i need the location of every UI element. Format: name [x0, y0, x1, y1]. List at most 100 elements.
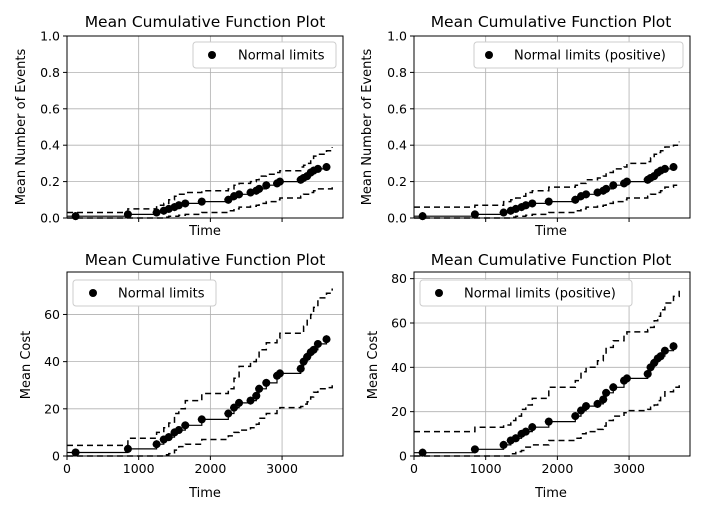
data-point [252, 391, 261, 400]
y-tick-label: 80 [391, 271, 407, 286]
plot-title: Mean Cumulative Function Plot [85, 13, 326, 31]
y-axis-label: Mean Cost [19, 331, 34, 399]
y-tick-label: 0 [399, 449, 407, 464]
data-point [528, 423, 537, 432]
legend: Normal limits [192, 41, 337, 69]
y-tick-label: 0.4 [387, 138, 407, 153]
data-point [197, 197, 206, 206]
data-point [262, 378, 271, 387]
y-tick-label: 0 [52, 449, 60, 464]
data-point [582, 402, 591, 411]
upper-bound-line [67, 147, 333, 214]
data-point [313, 164, 322, 173]
data-point [418, 212, 427, 221]
data-point [313, 339, 322, 348]
data-point [571, 195, 580, 204]
y-axis-label: Mean Number of Events [14, 48, 29, 205]
data-point [235, 398, 244, 407]
lower-bound-line [414, 183, 680, 219]
legend-marker [208, 51, 216, 59]
data-point [582, 190, 591, 199]
data-point [230, 403, 239, 412]
data-point [521, 201, 530, 210]
y-tick-label: 0.2 [387, 174, 407, 189]
upper-bound-line [67, 288, 333, 447]
data-point [499, 440, 508, 449]
data-point [181, 199, 190, 208]
y-tick-label: 0.0 [40, 211, 60, 226]
upper-bound-line [414, 289, 680, 433]
data-point [152, 440, 161, 449]
data-point [528, 199, 537, 208]
data-point [235, 190, 244, 199]
legend-marker [435, 289, 443, 297]
data-point [643, 369, 652, 378]
data-point [322, 335, 331, 344]
data-point [309, 345, 318, 354]
data-point [470, 445, 479, 454]
y-axis-label: Mean Number of Events [360, 48, 375, 205]
data-point [224, 195, 233, 204]
data-point [669, 163, 678, 172]
data-point [499, 208, 508, 217]
legend-box [72, 279, 217, 307]
data-point [123, 444, 132, 453]
y-tick-label: 0.0 [387, 211, 407, 226]
data-point [521, 427, 530, 436]
axes-frame [413, 35, 691, 219]
data-point [322, 163, 331, 172]
y-tick-label: 0.2 [40, 174, 60, 189]
data-point [544, 197, 553, 206]
data-point [660, 164, 669, 173]
data-point [174, 201, 183, 210]
y-tick-label: 0.6 [40, 101, 60, 116]
data-point [660, 346, 669, 355]
data-point [622, 177, 631, 186]
subplot-top-right: Mean Cumulative Function Plot 0.0 0.2 0.4 0… [360, 13, 691, 239]
y-tick-label: 20 [44, 401, 60, 416]
legend: Normal limits [72, 279, 217, 307]
y-tick-label: 0.8 [40, 65, 60, 80]
x-axis-label: Time [534, 224, 567, 239]
data-point [164, 433, 173, 442]
y-tick-label: 0.6 [387, 101, 407, 116]
data-point [197, 415, 206, 424]
axes-frame [413, 271, 691, 457]
legend-label: Normal limits (positive) [464, 287, 616, 302]
data-point [174, 426, 183, 435]
x-axis-label: Time [188, 486, 221, 501]
subplot-bottom-left: Mean Cumulative Function Plot 0 1000 2000 3… [19, 251, 344, 501]
data-point [418, 448, 427, 457]
data-point [599, 395, 608, 404]
data-point [602, 184, 611, 193]
data-point [296, 364, 305, 373]
x-axis-label: Time [188, 224, 221, 239]
data-point [511, 434, 520, 443]
y-tick-label: 20 [391, 404, 407, 419]
lower-bound-line [414, 382, 680, 457]
axes-frame [66, 271, 344, 457]
plot-title: Mean Cumulative Function Plot [431, 251, 672, 269]
y-tick-label: 0.4 [40, 138, 60, 153]
data-point [602, 388, 611, 397]
legend: Normal limits (positive) [473, 41, 684, 69]
legend-label: Normal limits (positive) [514, 49, 666, 64]
x-tick-label: 3000 [613, 461, 645, 476]
data-point [544, 417, 553, 426]
data-point [246, 396, 255, 405]
y-axis-label: Mean Cost [366, 331, 381, 399]
legend: Normal limits (positive) [419, 279, 633, 307]
data-point [262, 181, 271, 190]
lower-bound-line [67, 187, 333, 219]
data-point [275, 369, 284, 378]
data-point [71, 448, 80, 457]
data-point [123, 210, 132, 219]
data-point [609, 181, 618, 190]
x-tick-label: 0 [63, 461, 71, 476]
legend-box [192, 41, 337, 69]
axes-frame [66, 35, 344, 219]
legend-box [473, 41, 684, 69]
data-point [255, 384, 264, 393]
data-point [669, 342, 678, 351]
